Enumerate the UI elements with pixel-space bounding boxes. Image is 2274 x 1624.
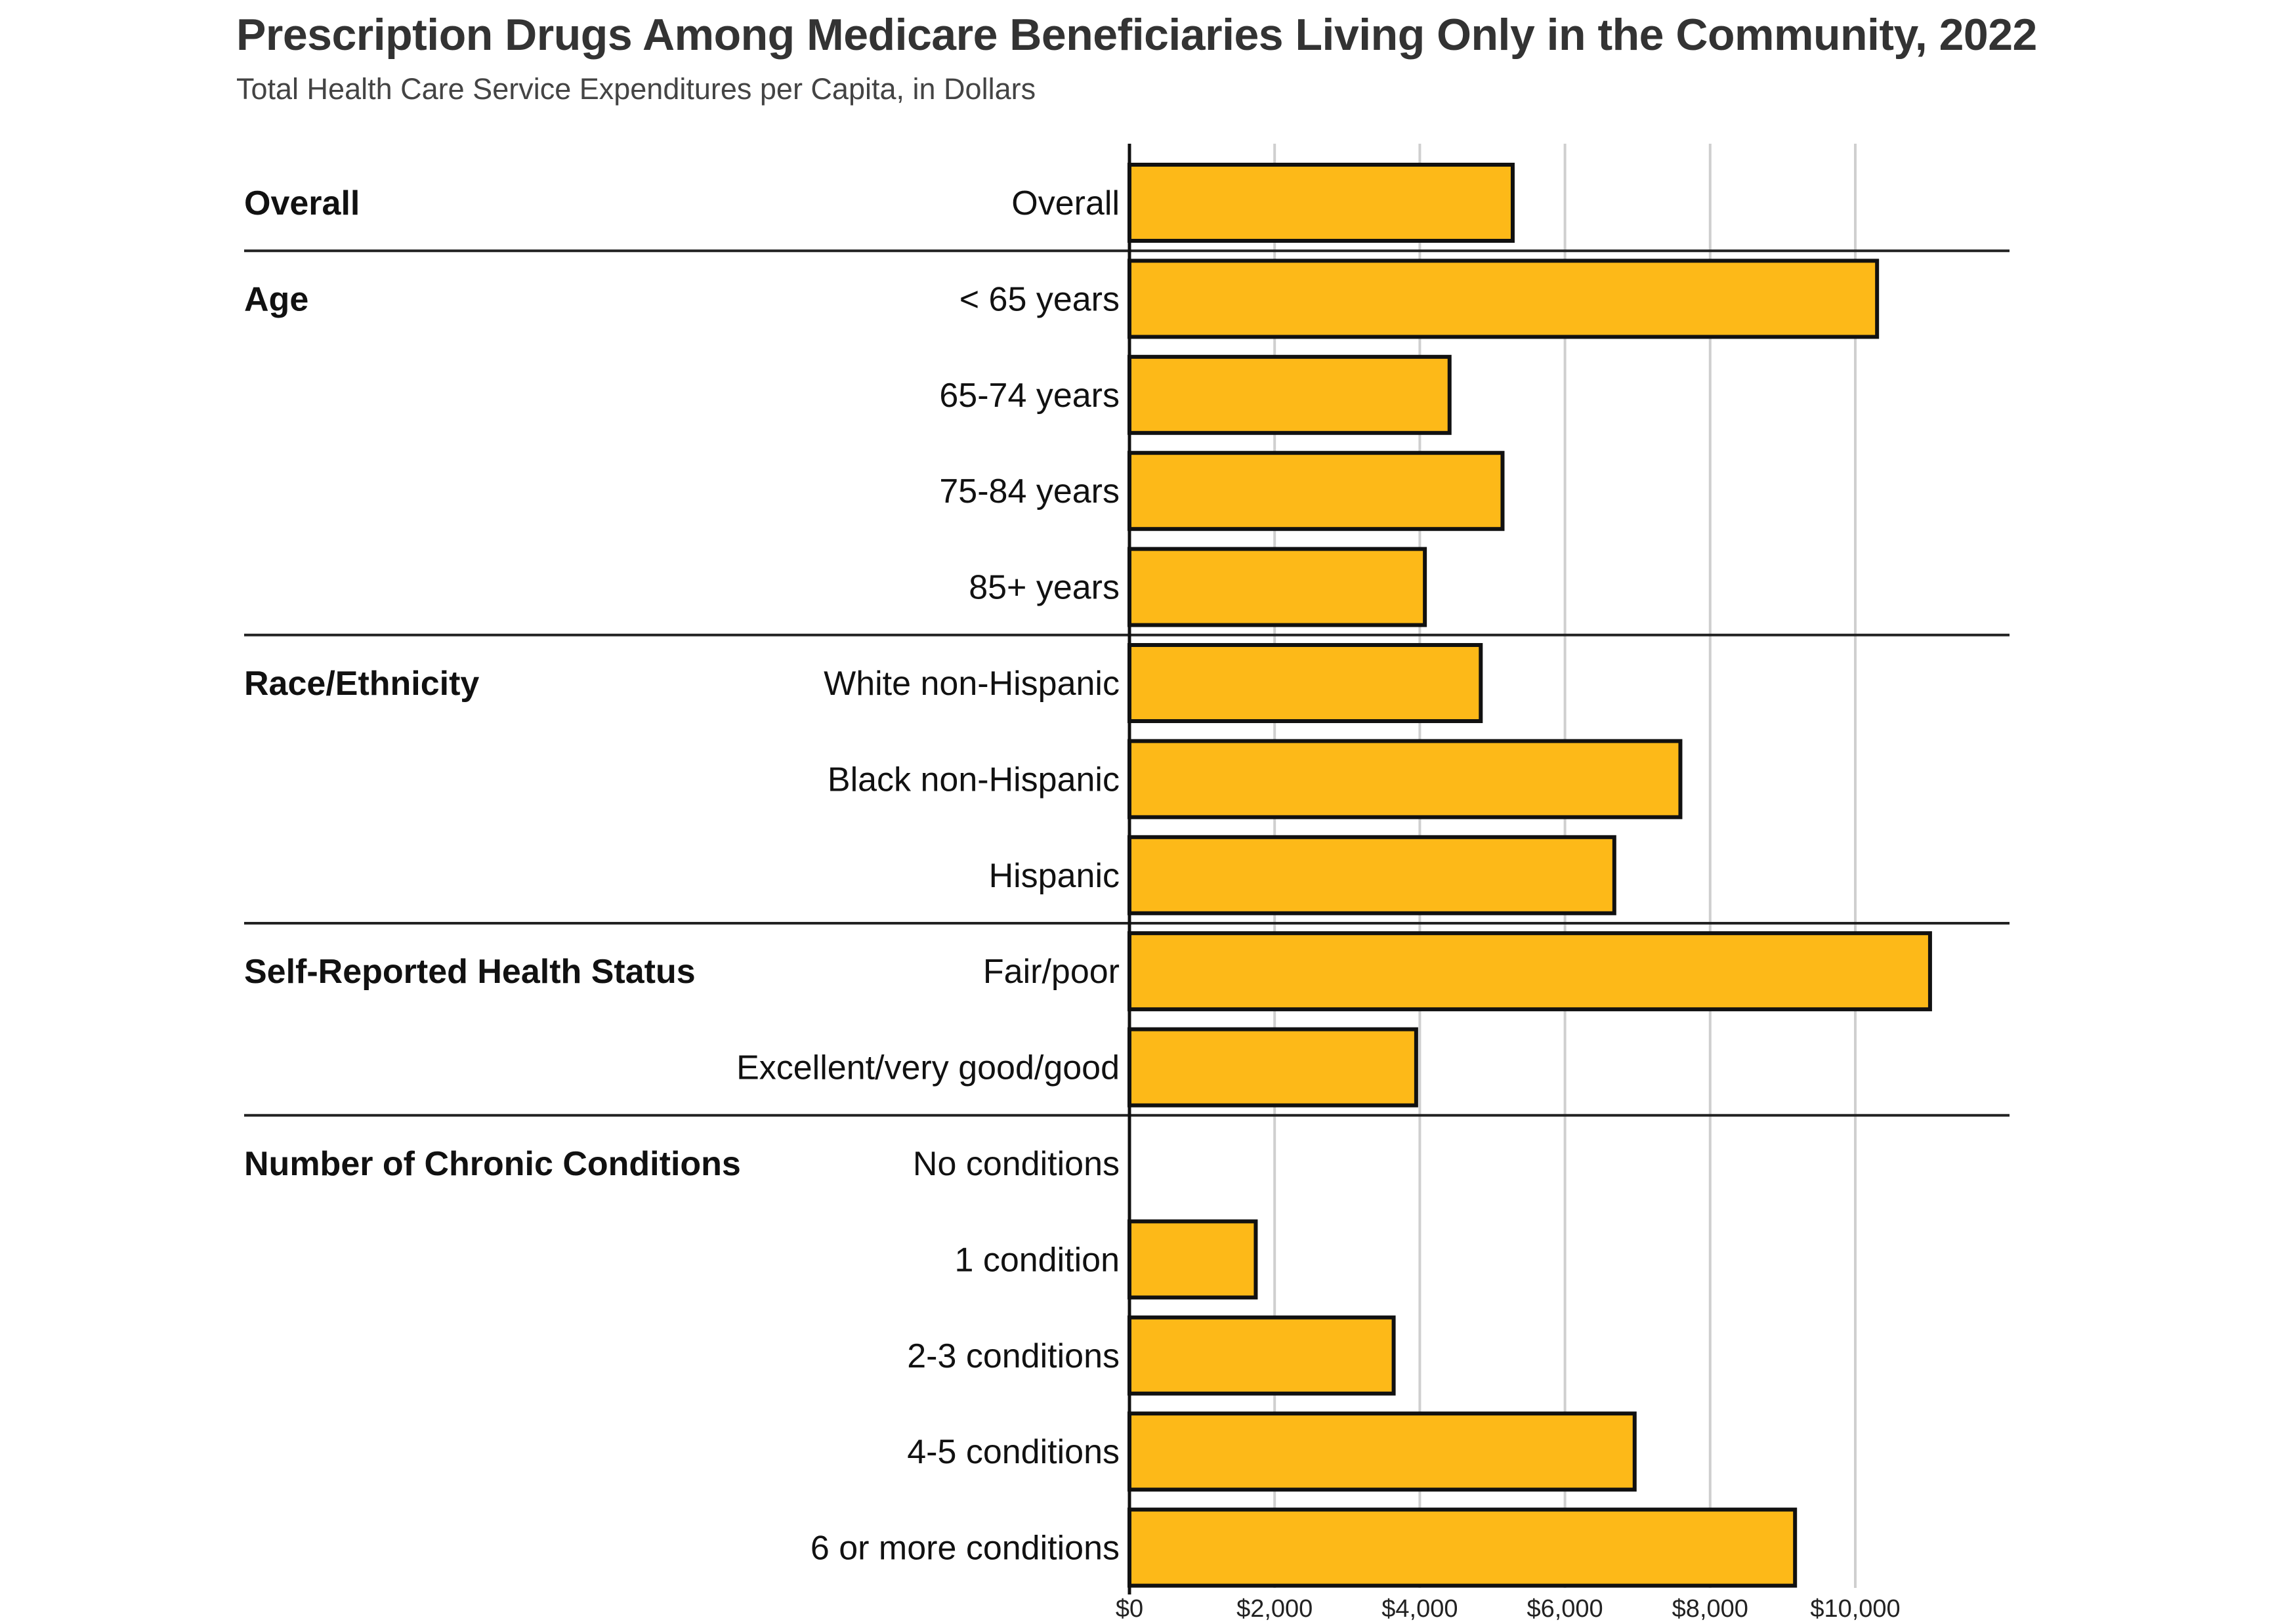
- bar: [1127, 451, 1505, 531]
- bar: [1127, 1027, 1418, 1108]
- category-label: Overall: [1011, 184, 1120, 222]
- x-tick-label: $6,000: [1527, 1595, 1603, 1623]
- group-label: Self-Reported Health Status: [244, 953, 696, 991]
- x-tick-label: $10,000: [1810, 1595, 1900, 1623]
- category-label: Fair/poor: [983, 953, 1120, 991]
- category-label: No conditions: [913, 1145, 1120, 1183]
- bar: [1127, 259, 1880, 339]
- bar: [1127, 354, 1452, 435]
- chart-subtitle: Total Health Care Service Expenditures p…: [236, 72, 1036, 106]
- x-tick-label: $0: [1116, 1595, 1143, 1623]
- bar: [1127, 1315, 1396, 1396]
- bar: [1127, 163, 1515, 243]
- x-tick-label: $4,000: [1381, 1595, 1458, 1623]
- x-tick-label: $8,000: [1672, 1595, 1748, 1623]
- category-label: Excellent/very good/good: [736, 1049, 1120, 1087]
- category-label: 6 or more conditions: [811, 1530, 1120, 1568]
- category-label: 2-3 conditions: [907, 1337, 1120, 1375]
- bar: [1127, 1507, 1798, 1588]
- category-label: Black non-Hispanic: [828, 760, 1120, 799]
- chart-title: Prescription Drugs Among Medicare Benefi…: [236, 10, 2037, 60]
- category-label: 1 condition: [954, 1241, 1120, 1279]
- group-label: Overall: [244, 184, 360, 222]
- bar: [1127, 643, 1483, 723]
- bar: [1127, 1219, 1258, 1300]
- category-label: < 65 years: [959, 280, 1120, 318]
- bar: [1127, 547, 1427, 627]
- category-label: Hispanic: [989, 857, 1120, 895]
- group-label: Age: [244, 280, 308, 318]
- group-label: Race/Ethnicity: [244, 665, 479, 703]
- category-label: 85+ years: [969, 569, 1120, 607]
- x-tick-label: $2,000: [1236, 1595, 1313, 1623]
- group-label: Number of Chronic Conditions: [244, 1145, 741, 1183]
- bar: [1127, 739, 1683, 820]
- category-label: White non-Hispanic: [824, 665, 1120, 703]
- category-label: 65-74 years: [939, 377, 1120, 415]
- bar: [1127, 835, 1616, 915]
- category-label: 4-5 conditions: [907, 1433, 1120, 1471]
- bar: [1127, 1411, 1637, 1492]
- category-label: 75-84 years: [939, 472, 1120, 510]
- bar: [1127, 931, 1932, 1012]
